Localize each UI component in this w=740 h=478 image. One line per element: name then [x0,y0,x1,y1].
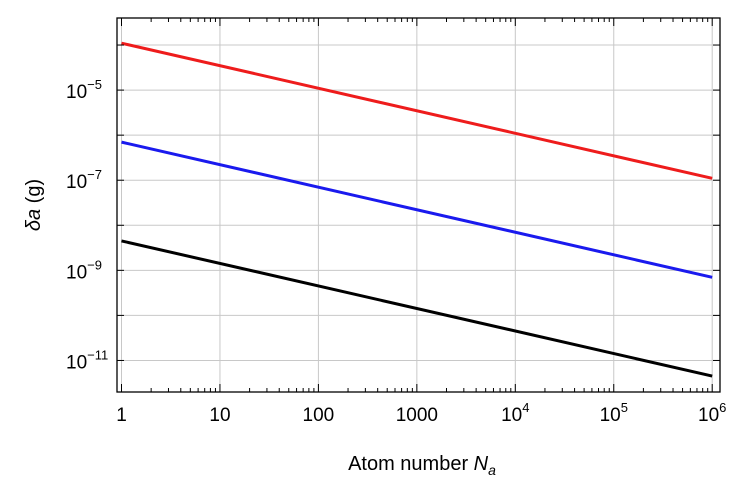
y-tick-label: 10−5 [66,77,102,103]
x-tick-label-base: 1 [116,405,127,426]
x-tick-label-base: 1000 [396,405,438,426]
x-axis-title: Atom number Na [348,453,496,478]
x-tick-label: 105 [600,400,628,426]
series-line-red [121,41,713,180]
y-tick-label-exp: −7 [87,167,102,182]
x-tick-label-base: 10 [501,405,522,426]
tick-layer [117,18,720,392]
y-tick-label: 10−7 [66,167,102,193]
y-tick-label-exp: −11 [87,347,108,362]
x-tick-label-base: 10 [209,405,230,426]
x-tick-label: 1000 [396,405,438,426]
x-tick-label: 1 [116,405,127,426]
y-tick-label-exp: −9 [87,257,102,272]
x-tick-label-base: 100 [303,405,335,426]
series-line-black [121,239,713,378]
x-tick-label-base: 10 [698,405,719,426]
y-tick-label-base: 10 [66,352,87,373]
y-tick-label: 10−9 [66,257,102,283]
x-tick-label-base: 10 [600,405,621,426]
plot-frame [116,17,721,393]
x-tick-label-exp: 4 [522,400,529,415]
grid-layer [117,18,720,392]
y-tick-label: 10−11 [66,347,108,373]
x-tick-label: 100 [303,405,335,426]
y-tick-label-base: 10 [66,262,87,283]
x-tick-label: 104 [501,400,529,426]
y-axis-title: δa (g) [23,179,45,231]
y-tick-label-base: 10 [66,172,87,193]
x-tick-label: 10 [209,405,230,426]
y-tick-label-exp: −5 [87,77,102,92]
x-tick-label-exp: 6 [719,400,726,415]
x-tick-label-exp: 5 [621,400,628,415]
y-tick-label-base: 10 [66,82,87,103]
series-layer [121,41,713,378]
x-tick-label: 106 [698,400,726,426]
series-line-blue [121,140,713,279]
